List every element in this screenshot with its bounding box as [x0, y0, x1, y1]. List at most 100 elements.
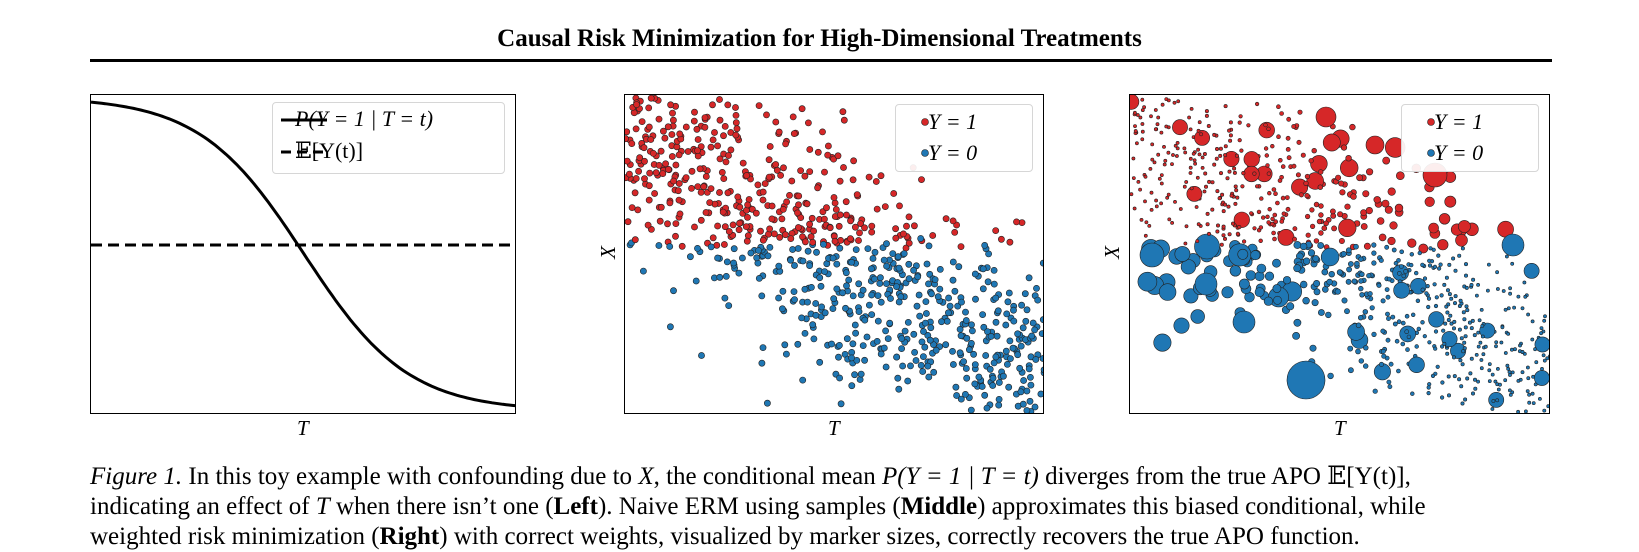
scatter-point-y1 — [625, 218, 632, 226]
scatter-point-y0 — [1409, 262, 1414, 268]
scatter-point-y0 — [953, 392, 960, 399]
scatter-point-y1 — [716, 116, 724, 124]
scatter-point-y0 — [877, 298, 885, 306]
scatter-point-y0 — [1363, 363, 1369, 369]
caption-math: P(Y = 1 | T = t) — [882, 463, 1039, 490]
scatter-point-y0 — [1384, 287, 1390, 292]
scatter-point-y0 — [1023, 407, 1031, 413]
scatter-point-y0 — [1503, 307, 1508, 312]
scatter-point-y1 — [707, 143, 715, 151]
scatter-point-y0 — [895, 385, 903, 393]
scatter-point-y0 — [1428, 246, 1433, 251]
scatter-point-y0 — [835, 341, 843, 349]
scatter-point-y0 — [1426, 391, 1431, 396]
scatter-point-y0 — [855, 308, 863, 315]
scatter-point-y0 — [1325, 311, 1332, 319]
scatter-point-y1 — [1156, 152, 1161, 157]
scatter-point-y1 — [1170, 162, 1174, 167]
scatter-point-y1 — [625, 135, 629, 143]
scatter-point-y0 — [1464, 285, 1469, 290]
scatter-point-y1 — [1234, 153, 1239, 158]
scatter-point-y0 — [1312, 255, 1320, 263]
scatter-point-y0 — [916, 312, 924, 320]
scatter-point-y1 — [1176, 99, 1181, 104]
scatter-point-y0 — [979, 285, 987, 293]
scatter-point-y1 — [807, 233, 815, 241]
scatter-point-y1 — [806, 146, 814, 153]
scatter-point-y1 — [662, 160, 669, 168]
scatter-point-y0 — [1411, 312, 1416, 318]
scatter-point-y0 — [1016, 364, 1024, 372]
scatter-point-y0 — [1020, 377, 1027, 384]
scatter-point-y1 — [782, 140, 789, 148]
scatter-point-y0 — [1445, 310, 1450, 315]
scatter-point-y1 — [1182, 146, 1187, 151]
caption-text: In this toy example with confounding due… — [182, 463, 639, 490]
scatter-point-y1 — [647, 95, 655, 102]
scatter-point-y0 — [1359, 292, 1365, 298]
scatter-point-y1 — [783, 198, 790, 206]
scatter-point-y0 — [1495, 398, 1500, 403]
scatter-point-y0 — [1503, 378, 1508, 383]
scatter-point-y0 — [995, 379, 1003, 386]
scatter-point-y0 — [1433, 346, 1438, 351]
scatter-point-y0 — [889, 250, 897, 257]
scatter-point-y0 — [968, 327, 976, 335]
scatter-point-y1 — [1363, 242, 1371, 250]
scatter-point-y0 — [1509, 347, 1514, 352]
scatter-point-y0 — [1525, 389, 1530, 394]
scatter-point-y1 — [694, 136, 702, 143]
scatter-point-y1 — [1298, 192, 1304, 198]
scatter-point-y1 — [1136, 180, 1141, 184]
scatter-point-y0 — [1452, 319, 1457, 324]
scatter-point-y1 — [1231, 221, 1236, 226]
scatter-point-y1 — [672, 161, 680, 169]
scatter-point-y1 — [744, 214, 751, 221]
scatter-point-y1 — [1223, 153, 1228, 158]
scatter-point-y1 — [1266, 171, 1272, 176]
scatter-point-y0 — [874, 317, 882, 325]
scatter-point-y0 — [739, 254, 746, 262]
scatter-point-y0 — [1439, 293, 1444, 298]
scatter-point-y0 — [1414, 344, 1419, 349]
scatter-point-y1 — [1183, 241, 1188, 246]
scatter-point-y1 — [709, 101, 716, 109]
scatter-point-y1 — [693, 125, 701, 133]
scatter-point-y0 — [1293, 318, 1302, 327]
scatter-point-y0 — [1520, 306, 1525, 311]
scatter-point-y1 — [1235, 231, 1240, 236]
scatter-point-y1 — [1018, 219, 1026, 226]
scatter-point-y0 — [1256, 263, 1267, 274]
scatter-point-y1 — [1270, 143, 1275, 149]
scatter-point-y1 — [918, 176, 925, 183]
scatter-point-y0 — [1463, 397, 1468, 402]
scatter-point-y0 — [949, 347, 956, 355]
scatter-point-y0 — [1358, 256, 1364, 262]
scatter-point-y1 — [809, 238, 817, 246]
scatter-point-y0 — [957, 332, 965, 340]
scatter-point-y0 — [1469, 326, 1474, 331]
scatter-point-y1 — [1204, 184, 1209, 189]
scatter-point-y1 — [1424, 196, 1435, 207]
scatter-point-y0 — [1405, 347, 1410, 352]
scatter-point-y0 — [1394, 338, 1400, 344]
scatter-point-y0 — [1309, 344, 1317, 352]
scatter-point-y0 — [1474, 293, 1479, 298]
scatter-point-y1 — [1132, 206, 1137, 211]
scatter-point-y1 — [849, 176, 857, 184]
scatter-point-y1 — [1196, 147, 1201, 152]
scatter-point-y1 — [660, 127, 667, 135]
scatter-point-y1 — [625, 157, 631, 165]
middle-ylabel: X — [595, 246, 620, 259]
scatter-point-y0 — [972, 295, 979, 303]
scatter-point-y0 — [836, 374, 843, 382]
scatter-point-y0 — [816, 358, 824, 366]
scatter-point-y1 — [655, 162, 663, 169]
scatter-point-y1 — [997, 235, 1005, 243]
scatter-point-y0 — [932, 346, 940, 354]
scatter-point-y0 — [799, 376, 807, 384]
scatter-point-y0 — [763, 399, 771, 407]
scatter-point-y1 — [1304, 192, 1310, 199]
scatter-point-y1 — [779, 206, 787, 213]
scatter-point-y1 — [714, 142, 721, 150]
